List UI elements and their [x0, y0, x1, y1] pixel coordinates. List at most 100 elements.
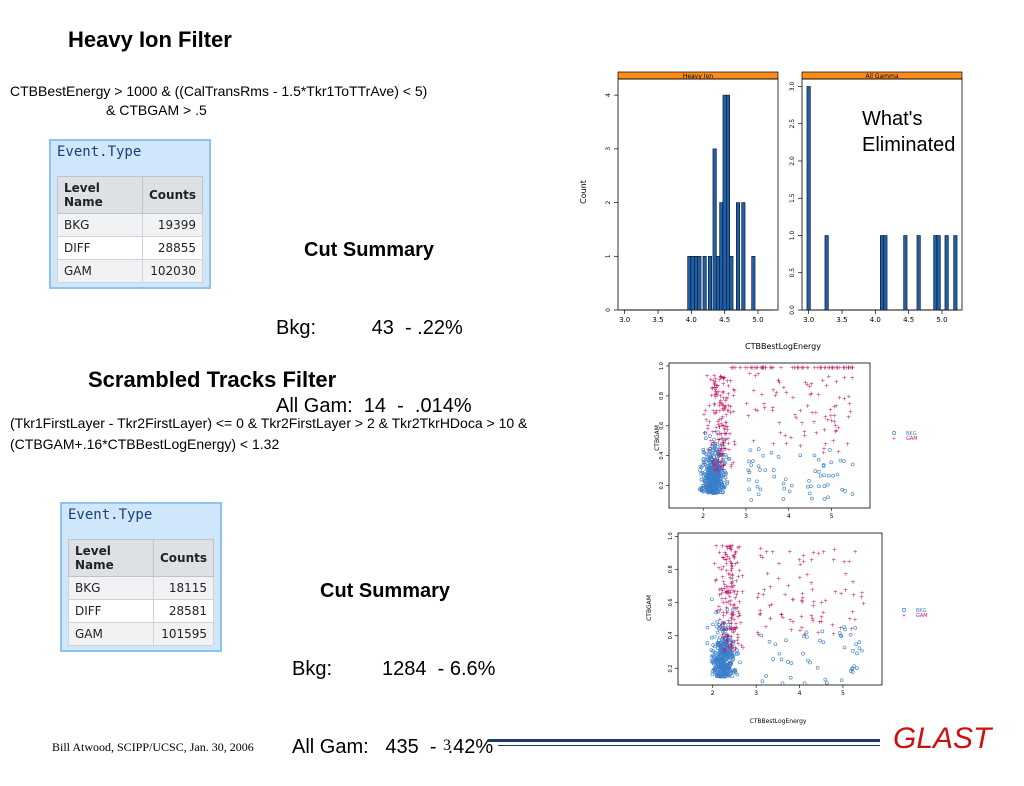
histogram-bar [806, 86, 811, 311]
gam-point: + [724, 395, 729, 402]
gam-point: + [717, 399, 722, 406]
legend-marker-bkg [902, 608, 906, 612]
bkg-point [721, 473, 726, 477]
gam-point: + [832, 413, 837, 420]
histogram-bar [933, 235, 938, 311]
scrambled-expr-line2: (CTBGAM+.16*CTBBestLogEnergy) < 1.32 [10, 436, 280, 452]
gam-point: + [781, 615, 786, 622]
histogram-bar [687, 256, 692, 311]
header-counts: Counts [152, 539, 215, 577]
gam-point: + [798, 408, 803, 415]
gam-point: + [713, 462, 718, 469]
scrambled-title: Scrambled Tracks Filter [88, 367, 337, 392]
gam-point: + [790, 364, 795, 371]
gam-point: + [816, 551, 821, 558]
gam-point: + [800, 364, 805, 371]
gam-point: + [726, 407, 731, 414]
histogram-bar [903, 235, 908, 311]
gam-point: + [705, 447, 710, 454]
gam-point: + [839, 590, 844, 597]
bkg-point [732, 628, 736, 633]
gam-point: + [756, 591, 761, 598]
bkg-point [720, 672, 725, 677]
y-tick-label: 0.4 [668, 631, 674, 639]
gam-point: + [851, 579, 856, 586]
bkg-point [849, 669, 853, 673]
x-tick-label: 4 [787, 513, 791, 520]
gam-point: + [776, 378, 781, 385]
gam-point: + [725, 609, 730, 616]
heavy-ion-expr-line2: & CTBGAM > .5 [106, 102, 207, 118]
y-label-ctbgam: CTBGAM [654, 425, 661, 451]
gam-point: + [712, 381, 717, 388]
gam-point: + [729, 633, 734, 640]
gam-point: + [761, 592, 766, 599]
gam-point: + [721, 440, 726, 447]
gam-point: + [817, 364, 822, 371]
bkg-point [718, 445, 723, 450]
gam-point: + [823, 441, 828, 448]
bkg-point [725, 479, 730, 484]
bkg-point [715, 487, 720, 492]
gam-point: + [711, 439, 716, 446]
gam-point: + [723, 402, 728, 409]
cut-summary-gam: All Gam: 14 - .014% [276, 395, 472, 417]
y-tick-label: 2.0 [789, 156, 796, 166]
bkg-point [701, 447, 706, 452]
gam-point: + [708, 438, 713, 445]
gam-point: + [846, 364, 851, 371]
bkg-point [722, 673, 727, 678]
bkg-point [786, 660, 790, 664]
gam-point: + [799, 624, 804, 631]
gam-point: + [719, 621, 724, 628]
bkg-point [726, 667, 730, 672]
bkg-point [825, 482, 830, 487]
bkg-point [725, 607, 730, 612]
gam-point: + [828, 413, 833, 420]
gam-point: + [797, 574, 802, 581]
gam-point: + [850, 609, 855, 616]
gam-point: + [722, 431, 727, 438]
gam-point: + [725, 427, 730, 434]
gam-point: + [847, 400, 852, 407]
gam-point: + [712, 461, 717, 468]
gam-point: + [721, 609, 726, 616]
gam-point: + [833, 428, 838, 435]
bkg-point [756, 492, 761, 497]
gam-point: + [834, 428, 839, 435]
histogram-bar [736, 202, 740, 311]
legend-label-bkg: BKG [906, 431, 917, 437]
histogram-bar [708, 256, 712, 311]
gam-point: + [756, 632, 761, 639]
gam-point: + [710, 429, 715, 436]
gam-point: + [729, 611, 734, 618]
y-tick-label: 0.5 [789, 268, 796, 278]
gam-point: + [724, 638, 729, 645]
legend-label-gam: GAM [916, 613, 928, 619]
legend-scatter-upper: BKG + GAM [892, 431, 918, 442]
gam-point: + [729, 648, 734, 655]
gam-point: + [713, 428, 718, 435]
gam-point: + [829, 364, 834, 371]
bkg-point [760, 679, 765, 683]
gam-point: + [769, 601, 774, 608]
bkg-point [720, 638, 724, 643]
bkg-point [720, 490, 725, 495]
bkg-point [805, 484, 810, 489]
gam-point: + [810, 587, 815, 594]
x-tick-label: 5 [841, 690, 845, 697]
gam-point: + [721, 402, 726, 409]
bkg-point [716, 473, 721, 478]
gam-point: + [726, 391, 731, 398]
bkg-point [809, 484, 813, 489]
gam-point: + [831, 631, 836, 638]
x-tick-label: 5.0 [936, 316, 947, 324]
gam-point: + [807, 383, 812, 390]
bkg-point [712, 489, 716, 494]
gam-point: + [717, 452, 722, 459]
y-label-ctbgam: CTBGAM [646, 595, 653, 621]
gam-point: + [743, 364, 748, 371]
gam-point: + [702, 430, 707, 437]
bkg-point [730, 652, 734, 656]
bkg-point [713, 443, 717, 448]
